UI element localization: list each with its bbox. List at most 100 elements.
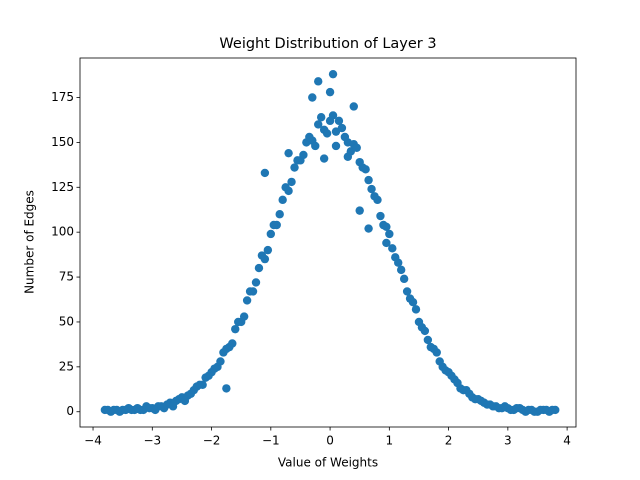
point — [429, 344, 438, 354]
point — [385, 229, 394, 239]
x-tick-label: 1 — [386, 434, 394, 448]
point — [319, 154, 329, 163]
point — [394, 258, 403, 267]
point — [328, 69, 338, 79]
point — [328, 111, 338, 120]
point — [364, 175, 373, 185]
point — [257, 251, 267, 260]
point — [518, 405, 527, 415]
point — [316, 113, 326, 122]
y-axis-label: Number of Edges — [23, 190, 37, 294]
point — [216, 357, 225, 366]
chart-title: Weight Distribution of Layer 3 — [219, 36, 436, 52]
point — [210, 364, 219, 373]
point — [367, 184, 376, 194]
point — [168, 402, 178, 411]
point — [290, 163, 299, 172]
y-tick-label: 75 — [59, 270, 74, 284]
point — [198, 380, 207, 390]
y-tick-label: 25 — [59, 359, 74, 373]
point — [399, 274, 409, 284]
point — [293, 156, 302, 165]
point — [370, 192, 379, 201]
point — [423, 335, 433, 345]
point — [251, 278, 261, 287]
point — [299, 150, 308, 160]
x-tick-label: 3 — [504, 434, 512, 448]
point — [343, 152, 353, 161]
point — [228, 339, 237, 348]
point — [242, 296, 252, 305]
point — [340, 132, 350, 142]
point — [435, 357, 444, 366]
point — [269, 220, 278, 230]
point — [204, 371, 213, 381]
point — [352, 143, 361, 152]
point — [355, 206, 364, 215]
point — [186, 389, 196, 398]
point — [314, 77, 323, 86]
point — [453, 378, 462, 388]
point — [542, 405, 551, 415]
y-tick-label: 125 — [51, 180, 74, 194]
y-tick-label: 50 — [59, 314, 74, 328]
point — [417, 323, 427, 332]
point — [281, 183, 290, 192]
point — [411, 305, 421, 314]
point — [254, 263, 264, 273]
point — [231, 324, 240, 334]
point — [322, 129, 332, 138]
point — [405, 294, 415, 303]
point — [245, 287, 255, 296]
y-tick-label: 175 — [51, 90, 74, 104]
point — [284, 148, 293, 158]
x-tick-label: 2 — [445, 434, 453, 448]
point — [103, 405, 113, 415]
point — [548, 405, 557, 415]
point — [222, 384, 231, 393]
x-axis-label: Value of Weights — [278, 456, 378, 470]
point — [278, 195, 287, 205]
point — [331, 141, 341, 151]
plot-frame — [79, 57, 577, 428]
point — [234, 317, 243, 327]
point — [260, 168, 270, 178]
point — [337, 123, 347, 133]
point — [311, 141, 320, 151]
y-tick-label: 0 — [66, 404, 74, 418]
point — [396, 265, 406, 275]
point — [402, 287, 412, 296]
point — [388, 244, 397, 253]
point — [358, 163, 367, 172]
x-tick-label: 0 — [326, 434, 334, 448]
point — [334, 116, 344, 126]
point — [465, 389, 474, 398]
x-tick-label: −3 — [143, 434, 161, 448]
point — [239, 312, 249, 321]
x-tick-label: −2 — [203, 434, 221, 448]
point — [376, 211, 385, 221]
point — [287, 177, 296, 187]
point — [325, 87, 335, 97]
point — [314, 120, 323, 129]
point — [121, 405, 130, 415]
point — [222, 344, 231, 354]
x-tick-label: −4 — [84, 434, 102, 448]
point — [275, 210, 284, 219]
point — [349, 102, 358, 111]
point — [382, 238, 391, 248]
x-tick-label: −1 — [262, 434, 280, 448]
x-tick-label: 4 — [563, 434, 571, 448]
point — [447, 371, 456, 381]
point — [441, 366, 450, 375]
y-tick-label: 150 — [51, 135, 74, 149]
point — [364, 224, 373, 233]
point — [382, 222, 391, 231]
point — [536, 405, 545, 415]
y-tick-label: 100 — [51, 225, 74, 239]
point — [266, 229, 276, 239]
point — [263, 245, 273, 255]
point — [305, 132, 314, 142]
point — [308, 93, 317, 102]
